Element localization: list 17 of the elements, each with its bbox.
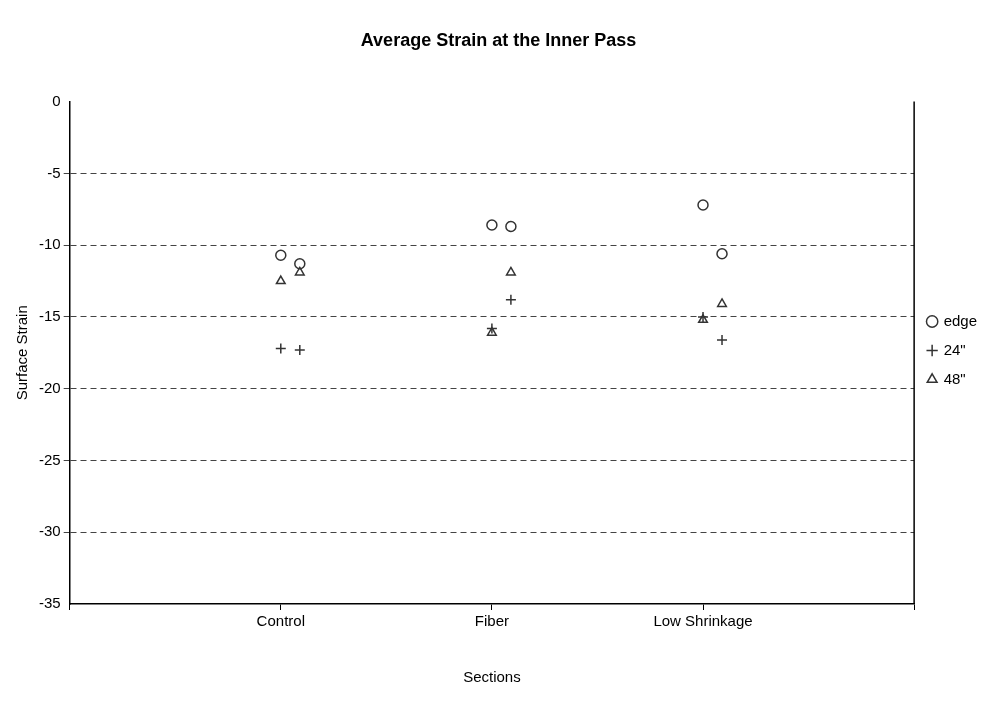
y-tick-label: 0 xyxy=(52,91,61,109)
y-tick-label: -10 xyxy=(38,235,61,253)
x-tick-label: Fiber xyxy=(474,612,509,630)
y-tick-label: -35 xyxy=(38,594,61,612)
chart-title: Average Strain at the Inner Pass xyxy=(360,29,637,50)
y-tick-label: -30 xyxy=(38,522,61,540)
legend-label: edge xyxy=(943,311,978,329)
x-axis-title: Sections xyxy=(463,668,521,686)
y-tick-label: -25 xyxy=(38,450,61,468)
y-tick-label: -5 xyxy=(47,163,61,181)
legend-label: 48" xyxy=(943,369,966,387)
y-axis-title: Surface Strain xyxy=(13,305,31,401)
x-tick-label: Control xyxy=(256,612,305,630)
y-tick-label: -20 xyxy=(38,378,61,396)
y-tick-label: -15 xyxy=(38,307,61,325)
x-tick-label: Low Shrinkage xyxy=(653,612,753,630)
legend-label: 24" xyxy=(943,340,966,358)
